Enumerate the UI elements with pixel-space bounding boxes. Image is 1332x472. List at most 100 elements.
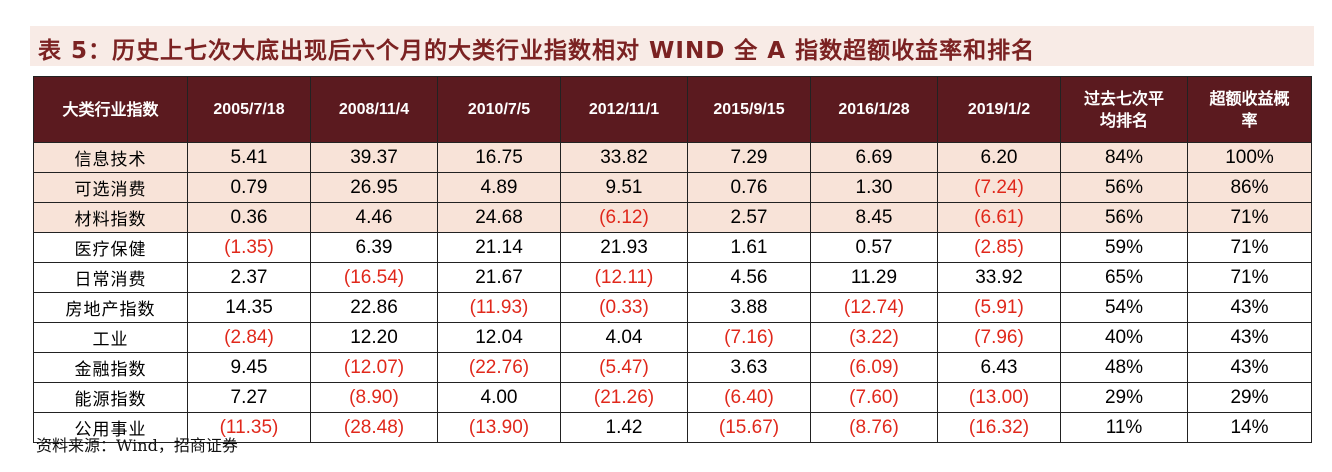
return-cell: 33.82 <box>560 142 688 173</box>
industry-name-cell: 信息技术 <box>33 142 188 173</box>
return-cell: 24.68 <box>437 202 561 233</box>
return-cell: 0.57 <box>810 232 938 263</box>
return-cell: 21.67 <box>437 262 561 293</box>
header-date: 2015/9/15 <box>687 76 811 143</box>
header-excess-prob-line1: 超额收益概 <box>1209 88 1290 108</box>
return-cell: (7.16) <box>687 322 811 353</box>
industry-name-cell: 医疗保健 <box>33 232 188 263</box>
return-cell: 21.93 <box>560 232 688 263</box>
avg-rank-cell: 29% <box>1060 382 1188 413</box>
return-cell: (5.47) <box>560 352 688 383</box>
return-cell: 7.27 <box>187 382 311 413</box>
excess-prob-cell: 86% <box>1187 172 1312 203</box>
return-cell: 1.61 <box>687 232 811 263</box>
return-cell: (2.84) <box>187 322 311 353</box>
excess-prob-cell: 100% <box>1187 142 1312 173</box>
return-cell: (3.22) <box>810 322 938 353</box>
table-row: 工业 (2.84) 12.20 12.04 4.04 (7.16) (3.22) (7.96)… <box>33 322 1312 353</box>
avg-rank-cell: 48% <box>1060 352 1188 383</box>
return-cell: 6.69 <box>810 142 938 173</box>
header-avg-rank: 过去七次平 均排名 <box>1060 76 1188 143</box>
return-cell: 6.20 <box>937 142 1061 173</box>
header-avg-rank-line1: 过去七次平 <box>1083 88 1164 108</box>
return-cell: 4.46 <box>310 202 438 233</box>
excess-prob-cell: 71% <box>1187 262 1312 293</box>
table-row: 能源指数 7.27 (8.90) 4.00 (21.26) (6.40) (7.60) (13… <box>33 382 1312 413</box>
avg-rank-cell: 40% <box>1060 322 1188 353</box>
header-excess-prob: 超额收益概率 <box>1187 76 1312 143</box>
avg-rank-cell: 65% <box>1060 262 1188 293</box>
excess-prob-cell: 29% <box>1187 382 1312 413</box>
table-row: 可选消费 0.79 26.95 4.89 9.51 0.76 1.30 (7.24) 56% 86… <box>33 172 1312 203</box>
return-cell: (12.11) <box>560 262 688 293</box>
return-cell: (7.24) <box>937 172 1061 203</box>
excess-prob-cell: 43% <box>1187 352 1312 383</box>
return-cell: 4.89 <box>437 172 561 203</box>
return-cell: 6.39 <box>310 232 438 263</box>
table-row: 信息技术 5.41 39.37 16.75 33.82 7.29 6.69 6.20 84% 10… <box>33 142 1312 173</box>
return-cell: (16.32) <box>937 412 1061 443</box>
return-cell: 8.45 <box>810 202 938 233</box>
return-cell: (12.74) <box>810 292 938 323</box>
industry-name-cell: 公用事业 <box>33 412 188 443</box>
return-cell: (22.76) <box>437 352 561 383</box>
industry-name-cell: 可选消费 <box>33 172 188 203</box>
return-cell: (15.67) <box>687 412 811 443</box>
table-row: 房地产指数 14.35 22.86 (11.93) (0.33) 3.88 (12.74)(… <box>33 292 1312 323</box>
return-cell: (6.12) <box>560 202 688 233</box>
table-row: 金融指数 9.45 (12.07) (22.76) (5.47) 3.63 (6.09) 6.… <box>33 352 1312 383</box>
table-body: 信息技术 5.41 39.37 16.75 33.82 7.29 6.69 6.20 84% 10… <box>33 142 1312 443</box>
table-row: 日常消费 2.37 (16.54) 21.67 (12.11) 4.56 11.29 33.9… <box>33 262 1312 293</box>
return-cell: 4.04 <box>560 322 688 353</box>
return-cell: 4.56 <box>687 262 811 293</box>
industry-excess-return-table: 大类行业指数 2005/7/18 2008/11/4 2010/7/5 2012… <box>33 76 1312 443</box>
table-row: 材料指数 0.36 4.46 24.68 (6.12) 2.57 8.45 (6.61) 56%… <box>33 202 1312 233</box>
excess-prob-cell: 71% <box>1187 232 1312 263</box>
return-cell: 16.75 <box>437 142 561 173</box>
return-cell: 7.29 <box>687 142 811 173</box>
avg-rank-cell: 11% <box>1060 412 1188 443</box>
header-date: 2016/1/28 <box>810 76 938 143</box>
industry-name-cell: 能源指数 <box>33 382 188 413</box>
return-cell: (5.91) <box>937 292 1061 323</box>
return-cell: 1.42 <box>560 412 688 443</box>
excess-prob-cell: 14% <box>1187 412 1312 443</box>
header-industry: 大类行业指数 <box>33 76 188 143</box>
return-cell: (13.00) <box>937 382 1061 413</box>
avg-rank-cell: 56% <box>1060 172 1188 203</box>
return-cell: (1.35) <box>187 232 311 263</box>
return-cell: (11.93) <box>437 292 561 323</box>
return-cell: (7.60) <box>810 382 938 413</box>
avg-rank-cell: 54% <box>1060 292 1188 323</box>
return-cell: (6.40) <box>687 382 811 413</box>
header-date: 2008/11/4 <box>310 76 438 143</box>
avg-rank-cell: 59% <box>1060 232 1188 263</box>
return-cell: 3.88 <box>687 292 811 323</box>
header-row: 大类行业指数 2005/7/18 2008/11/4 2010/7/5 2012… <box>33 76 1312 143</box>
return-cell: 3.63 <box>687 352 811 383</box>
return-cell: 12.20 <box>310 322 438 353</box>
return-cell: (8.76) <box>810 412 938 443</box>
header-date: 2019/1/2 <box>937 76 1061 143</box>
industry-name-cell: 日常消费 <box>33 262 188 293</box>
return-cell: (8.90) <box>310 382 438 413</box>
return-cell: (28.48) <box>310 412 438 443</box>
avg-rank-cell: 84% <box>1060 142 1188 173</box>
return-cell: 2.37 <box>187 262 311 293</box>
header-date: 2005/7/18 <box>187 76 311 143</box>
header-excess-prob-line2: 率 <box>1241 110 1258 130</box>
source-note: 资料来源：Wind，招商证券 <box>36 436 238 455</box>
table-row: 医疗保健 (1.35) 6.39 21.14 21.93 1.61 0.57 (2.85) 59… <box>33 232 1312 263</box>
return-cell: 11.29 <box>810 262 938 293</box>
return-cell: 0.36 <box>187 202 311 233</box>
return-cell: 14.35 <box>187 292 311 323</box>
excess-prob-cell: 71% <box>1187 202 1312 233</box>
return-cell: (21.26) <box>560 382 688 413</box>
return-cell: 33.92 <box>937 262 1061 293</box>
return-cell: (11.35) <box>187 412 311 443</box>
industry-name-cell: 房地产指数 <box>33 292 188 323</box>
return-cell: 22.86 <box>310 292 438 323</box>
return-cell: (0.33) <box>560 292 688 323</box>
return-cell: 2.57 <box>687 202 811 233</box>
return-cell: 9.45 <box>187 352 311 383</box>
